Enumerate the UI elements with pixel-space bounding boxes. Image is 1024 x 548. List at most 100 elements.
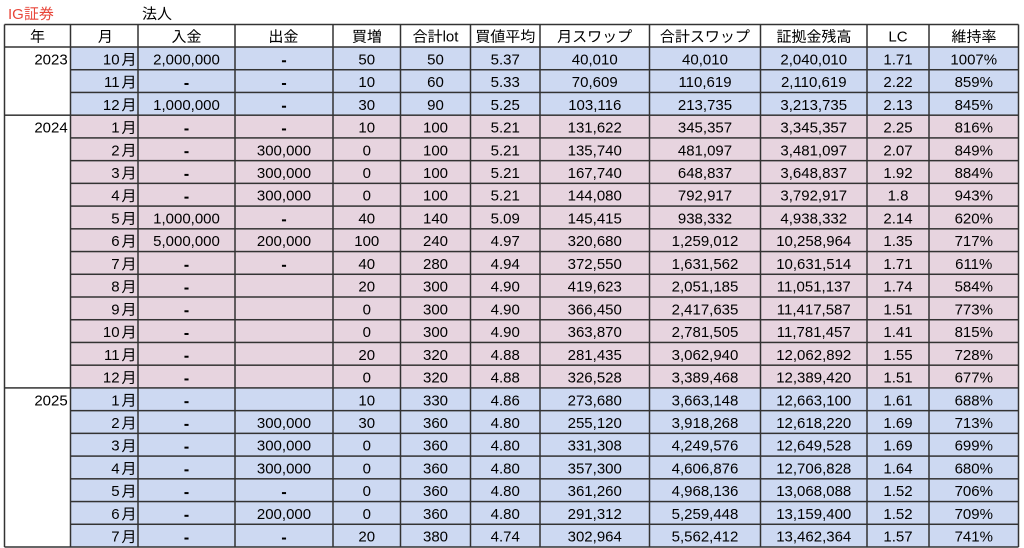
svg-text:11: 11 — [104, 74, 120, 91]
svg-text:11,051,137: 11,051,137 — [777, 279, 851, 296]
svg-text:4.90: 4.90 — [491, 324, 520, 341]
svg-text:13,159,400: 13,159,400 — [776, 506, 851, 523]
svg-text:1.69: 1.69 — [883, 415, 912, 432]
svg-text:50: 50 — [358, 51, 375, 68]
svg-text:3,663,148: 3,663,148 — [672, 392, 739, 409]
svg-text:4.80: 4.80 — [491, 506, 520, 523]
svg-text:300: 300 — [423, 301, 448, 318]
svg-text:5.09: 5.09 — [491, 210, 520, 227]
svg-text:1.52: 1.52 — [883, 506, 912, 523]
svg-text:1.52: 1.52 — [883, 483, 912, 500]
svg-text:5: 5 — [111, 483, 119, 500]
svg-text:4,938,332: 4,938,332 — [780, 210, 847, 227]
svg-text:5.21: 5.21 — [491, 165, 520, 182]
svg-text:1: 1 — [111, 120, 119, 137]
svg-text:300,000: 300,000 — [257, 188, 311, 205]
svg-text:1.69: 1.69 — [883, 438, 912, 455]
svg-text:300: 300 — [423, 279, 448, 296]
svg-text:331,308: 331,308 — [568, 438, 622, 455]
svg-text:3: 3 — [111, 165, 119, 182]
svg-text:10,258,964: 10,258,964 — [776, 233, 851, 250]
svg-text:144,080: 144,080 — [568, 188, 622, 205]
svg-text:938,332: 938,332 — [678, 210, 732, 227]
svg-text:6: 6 — [111, 233, 119, 250]
svg-text:419,623: 419,623 — [568, 279, 622, 296]
svg-text:620%: 620% — [955, 210, 993, 227]
svg-text:3,648,837: 3,648,837 — [780, 165, 847, 182]
svg-text:4.88: 4.88 — [491, 347, 520, 364]
svg-text:741%: 741% — [955, 529, 993, 546]
svg-text:1.71: 1.71 — [883, 51, 912, 68]
svg-text:131,622: 131,622 — [568, 120, 622, 137]
svg-text:5.21: 5.21 — [491, 188, 520, 205]
svg-text:145,415: 145,415 — [568, 210, 622, 227]
svg-text:213,735: 213,735 — [678, 97, 732, 114]
svg-text:1.55: 1.55 — [883, 347, 912, 364]
svg-text:2,051,185: 2,051,185 — [672, 279, 739, 296]
svg-text:2: 2 — [111, 415, 119, 432]
svg-text:1.71: 1.71 — [883, 256, 912, 273]
svg-text:255,120: 255,120 — [568, 415, 622, 432]
svg-text:200,000: 200,000 — [257, 233, 311, 250]
svg-text:3,792,917: 3,792,917 — [780, 188, 847, 205]
svg-text:2,781,505: 2,781,505 — [672, 324, 739, 341]
svg-text:10: 10 — [103, 51, 120, 68]
svg-text:0: 0 — [363, 438, 371, 455]
svg-text:815%: 815% — [955, 324, 993, 341]
svg-text:5.33: 5.33 — [491, 74, 520, 91]
svg-text:lot: lot — [443, 29, 460, 46]
svg-text:100: 100 — [354, 233, 379, 250]
svg-text:20: 20 — [358, 529, 375, 546]
svg-text:5.37: 5.37 — [491, 51, 520, 68]
svg-text:792,917: 792,917 — [678, 188, 732, 205]
svg-text:0: 0 — [363, 324, 371, 341]
svg-text:4.88: 4.88 — [491, 370, 520, 387]
svg-text:300,000: 300,000 — [257, 142, 311, 159]
svg-text:845%: 845% — [955, 97, 993, 114]
svg-text:0: 0 — [363, 370, 371, 387]
svg-text:2024: 2024 — [34, 120, 67, 137]
svg-text:372,550: 372,550 — [568, 256, 622, 273]
svg-text:12,389,420: 12,389,420 — [776, 370, 851, 387]
svg-text:1.61: 1.61 — [883, 392, 912, 409]
svg-text:LC: LC — [888, 29, 907, 46]
svg-text:1007%: 1007% — [950, 51, 997, 68]
svg-text:12,649,528: 12,649,528 — [776, 438, 851, 455]
svg-text:4.80: 4.80 — [491, 483, 520, 500]
svg-text:0: 0 — [363, 483, 371, 500]
svg-text:2.22: 2.22 — [883, 74, 912, 91]
svg-text:0: 0 — [363, 506, 371, 523]
svg-text:90: 90 — [427, 97, 444, 114]
svg-text:100: 100 — [423, 165, 448, 182]
svg-text:361,260: 361,260 — [568, 483, 622, 500]
svg-text:360: 360 — [423, 506, 448, 523]
svg-text:1.51: 1.51 — [883, 370, 912, 387]
svg-text:728%: 728% — [955, 347, 993, 364]
svg-text:300,000: 300,000 — [257, 438, 311, 455]
svg-text:12,618,220: 12,618,220 — [776, 415, 851, 432]
svg-text:5.21: 5.21 — [491, 120, 520, 137]
svg-text:167,740: 167,740 — [568, 165, 622, 182]
svg-text:773%: 773% — [955, 301, 993, 318]
svg-text:135,740: 135,740 — [568, 142, 622, 159]
svg-text:0: 0 — [363, 301, 371, 318]
svg-text:273,680: 273,680 — [568, 392, 622, 409]
svg-text:12: 12 — [103, 97, 120, 114]
svg-text:4.74: 4.74 — [491, 529, 520, 546]
svg-text:1.41: 1.41 — [883, 324, 912, 341]
svg-text:3,481,097: 3,481,097 — [780, 142, 847, 159]
svg-text:12,663,100: 12,663,100 — [776, 392, 851, 409]
svg-text:4.90: 4.90 — [491, 279, 520, 296]
svg-text:1.64: 1.64 — [883, 460, 912, 477]
svg-text:7: 7 — [111, 256, 119, 273]
svg-text:140: 140 — [423, 210, 448, 227]
svg-text:1,000,000: 1,000,000 — [153, 97, 220, 114]
svg-text:4,606,876: 4,606,876 — [672, 460, 739, 477]
svg-text:677%: 677% — [955, 370, 993, 387]
svg-text:200,000: 200,000 — [257, 506, 311, 523]
svg-text:300,000: 300,000 — [257, 415, 311, 432]
svg-text:884%: 884% — [955, 165, 993, 182]
svg-text:5,259,448: 5,259,448 — [672, 506, 739, 523]
svg-text:326,528: 326,528 — [568, 370, 622, 387]
svg-text:20: 20 — [358, 347, 375, 364]
